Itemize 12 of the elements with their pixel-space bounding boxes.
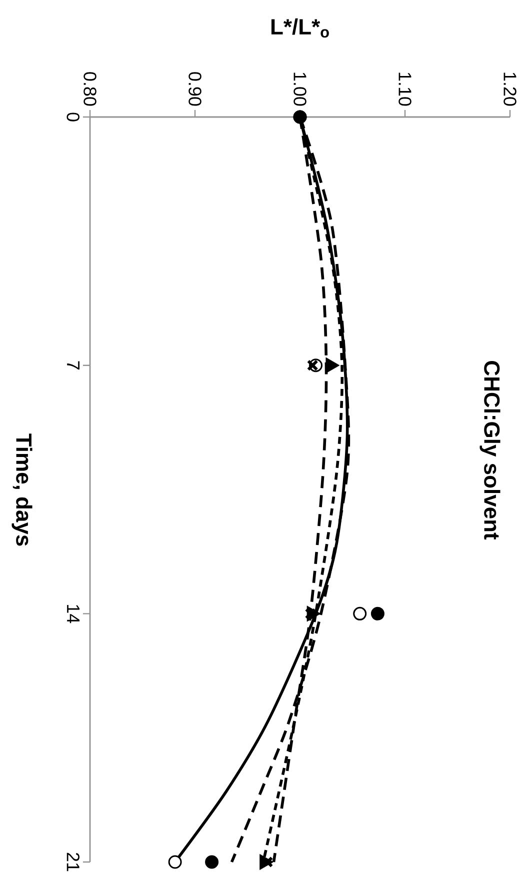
x-axis-title: L*/L*$_{o}$ [271, 18, 329, 38]
x-tick-label: 1.00 [294, 72, 306, 106]
x-tick-label: 1.10 [398, 72, 412, 106]
y-tick-label: 0 [66, 112, 80, 122]
text: CHCl:Gly solvent [480, 361, 500, 540]
y-tick-label: 14 [67, 605, 80, 624]
x-tick-label: 0.80 [84, 72, 96, 106]
y-tick-label: 21 [66, 852, 80, 872]
y-axis-title: Time, days [12, 434, 32, 546]
x-tick-label: 1.20 [504, 72, 516, 106]
x-tick-label: 0.90 [188, 72, 202, 106]
y-tick-label: 7 [67, 361, 80, 370]
